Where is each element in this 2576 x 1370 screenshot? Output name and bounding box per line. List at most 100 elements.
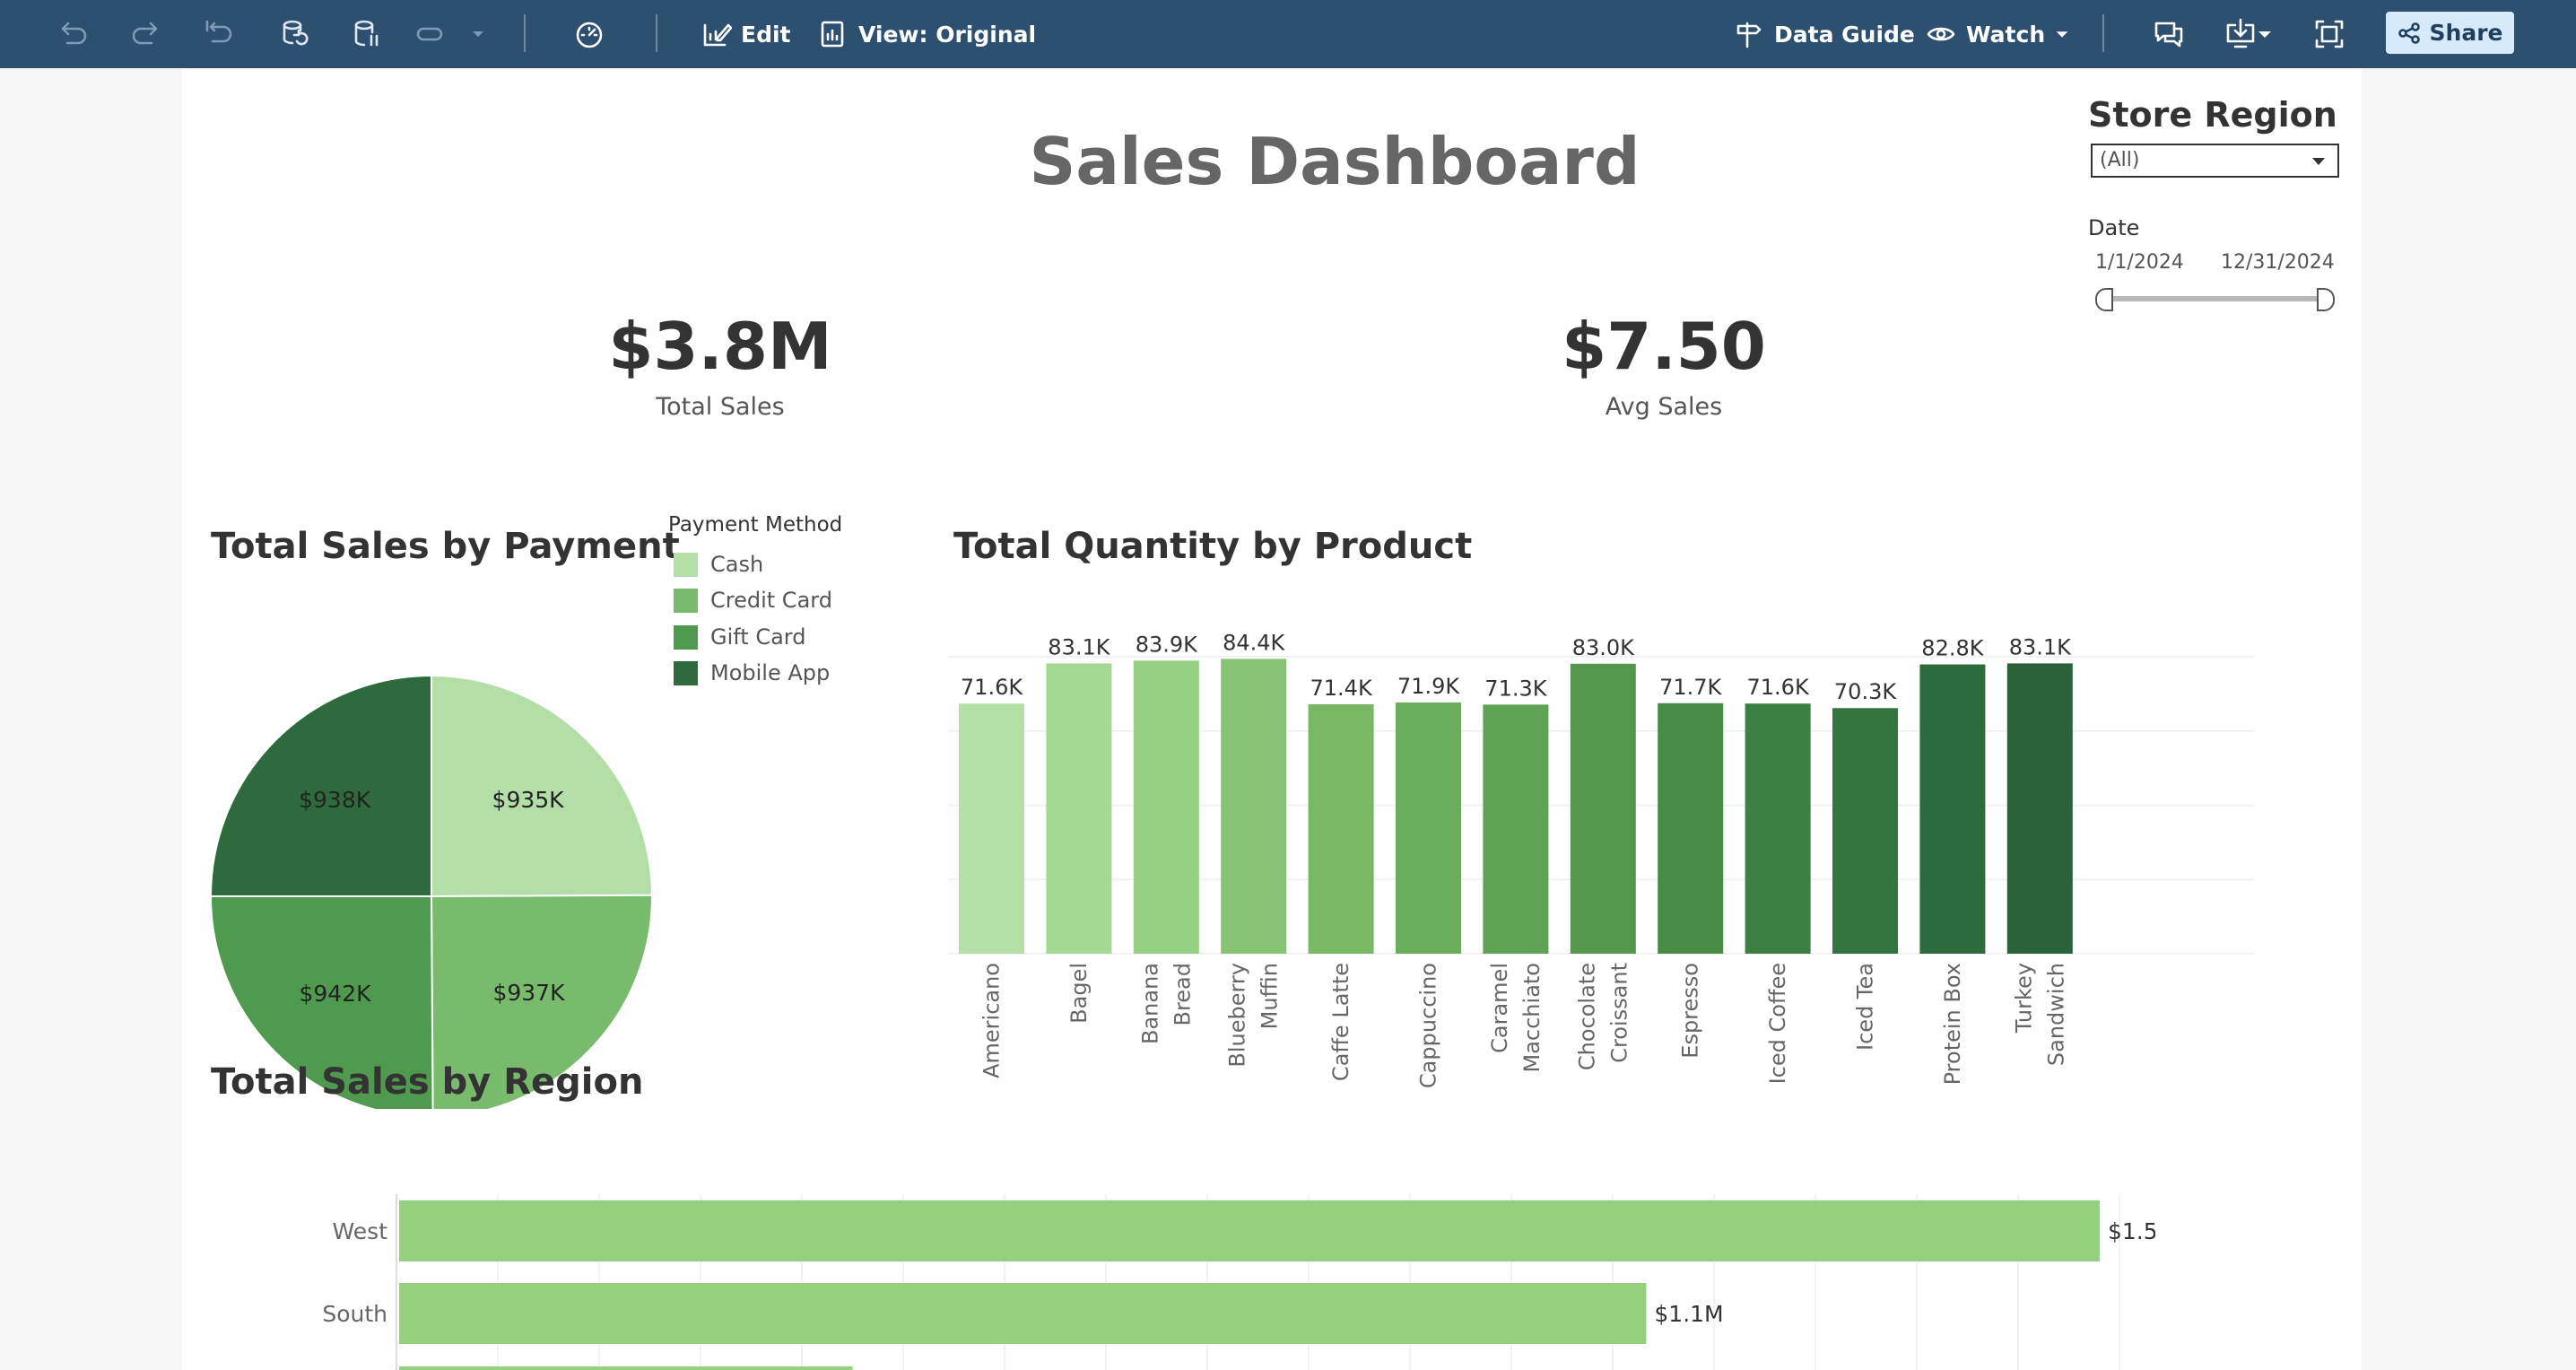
revert-icon[interactable] xyxy=(196,13,239,56)
share-button[interactable]: Share xyxy=(2386,12,2514,54)
legend-label: Mobile App xyxy=(710,660,831,685)
product-bar-value-label: 83.0K xyxy=(1572,635,1635,660)
date-end-value: 12/31/2024 xyxy=(2221,251,2335,274)
pie-slice-label: $935K xyxy=(492,787,565,813)
download-icon[interactable] xyxy=(2219,13,2262,56)
kpi-total-sales-value: $3.8M xyxy=(608,309,832,384)
product-bar-value-label: 71.3K xyxy=(1484,676,1547,701)
store-region-dropdown[interactable]: (All) xyxy=(2091,144,2339,178)
product-axis-label: Bread xyxy=(1170,963,1195,1026)
product-axis-label: Turkey xyxy=(2011,963,2036,1034)
product-bar[interactable] xyxy=(1046,663,1112,954)
product-axis-label: Iced Coffee xyxy=(1765,963,1790,1084)
undo-icon[interactable] xyxy=(51,13,94,56)
fullscreen-icon[interactable] xyxy=(2308,13,2351,56)
pie-slice-label: $942K xyxy=(299,981,371,1007)
product-bar[interactable] xyxy=(959,703,1024,954)
product-bar-value-label: 82.8K xyxy=(1921,636,1984,661)
data-guide-button[interactable]: Data Guide xyxy=(1733,13,1915,56)
store-region-selected-value: (All) xyxy=(2100,149,2140,171)
product-bar[interactable] xyxy=(1919,664,1986,954)
edit-button[interactable]: Edit xyxy=(700,13,791,56)
date-slider-start-handle[interactable] xyxy=(2095,288,2113,311)
region-bar[interactable] xyxy=(399,1283,1647,1344)
product-bar-value-label: 83.1K xyxy=(1048,634,1110,659)
performance-icon[interactable] xyxy=(568,13,611,56)
product-axis-label: Caffe Latte xyxy=(1328,963,1353,1081)
region-bar[interactable] xyxy=(399,1366,853,1370)
product-bar-value-label: 71.9K xyxy=(1397,674,1460,699)
date-filter-label: Date xyxy=(2088,215,2140,240)
redo-icon[interactable] xyxy=(125,13,168,56)
watch-button[interactable]: Watch xyxy=(1925,13,2070,56)
product-bar[interactable] xyxy=(1745,703,1811,954)
watch-label: Watch xyxy=(1966,21,2046,48)
product-bar[interactable] xyxy=(1221,659,1287,954)
share-icon xyxy=(2398,22,2420,44)
product-bar[interactable] xyxy=(1832,708,1898,954)
product-bar[interactable] xyxy=(1483,704,1549,954)
pie-slice-mobile-app[interactable] xyxy=(209,674,432,897)
product-bar[interactable] xyxy=(1308,703,1374,954)
chevron-down-icon[interactable] xyxy=(465,13,492,56)
region-bar-value-label: $1.1M xyxy=(1654,1301,1723,1327)
date-slider-end-handle[interactable] xyxy=(2317,288,2335,311)
kpi-total-sales-label: Total Sales xyxy=(656,393,785,421)
date-range-slider-track[interactable] xyxy=(2097,296,2330,301)
view-button-label: View: Original xyxy=(858,21,1037,48)
region-bar[interactable] xyxy=(399,1200,2100,1261)
legend-item-cash[interactable]: Cash xyxy=(674,552,763,577)
product-bar-value-label: 84.4K xyxy=(1223,630,1285,655)
present-mode-icon[interactable] xyxy=(409,13,452,56)
comments-icon[interactable] xyxy=(2147,13,2190,56)
region-axis-label: West xyxy=(333,1218,388,1244)
product-axis-label: Cappuccino xyxy=(1416,963,1441,1088)
store-region-filter-title: Store Region xyxy=(2088,95,2337,135)
product-bar[interactable] xyxy=(1133,660,1199,954)
pie-slice-cash[interactable] xyxy=(431,674,654,898)
legend-label: Gift Card xyxy=(710,624,806,650)
chevron-down-icon[interactable] xyxy=(2251,13,2278,56)
legend-item-gift-card[interactable]: Gift Card xyxy=(674,624,805,650)
date-start-value: 1/1/2024 xyxy=(2095,251,2184,274)
data-guide-label: Data Guide xyxy=(1774,21,1915,48)
payment-pie-chart: $935K $937K $942K $938K xyxy=(209,674,654,1109)
view-icon xyxy=(821,21,844,48)
product-bar-value-label: 71.6K xyxy=(961,675,1023,700)
legend-item-credit-card[interactable]: Credit Card xyxy=(674,588,832,613)
product-bar[interactable] xyxy=(2006,663,2073,954)
product-axis-label: Chocolate xyxy=(1574,963,1599,1070)
pie-slice-gift-card[interactable] xyxy=(209,895,434,1109)
pie-slice-credit-card[interactable] xyxy=(430,894,653,1109)
product-axis-label: Americano xyxy=(979,963,1005,1078)
product-bar[interactable] xyxy=(1570,663,1636,954)
product-axis-label: Sandwich xyxy=(2043,963,2068,1066)
pause-updates-icon[interactable] xyxy=(345,13,388,56)
legend-swatch xyxy=(674,660,698,685)
view-original-button[interactable]: View: Original xyxy=(817,13,1036,56)
pie-slice-label: $938K xyxy=(299,787,371,813)
product-bar-value-label: 83.1K xyxy=(2009,634,2072,659)
product-axis-label: Caramel xyxy=(1487,963,1512,1053)
product-chart-title: Total Quantity by Product xyxy=(953,526,1473,567)
product-bar-value-label: 70.3K xyxy=(1834,679,1897,704)
product-bar-value-label: 71.7K xyxy=(1659,675,1722,700)
product-axis-label: Espresso xyxy=(1678,963,1703,1059)
region-chart-title: Total Sales by Region xyxy=(211,1061,644,1103)
legend-label: Cash xyxy=(710,552,764,577)
pie-slice-label: $937K xyxy=(492,980,565,1006)
product-axis-label: Blueberry xyxy=(1225,963,1250,1068)
refresh-data-icon[interactable] xyxy=(274,13,317,56)
product-axis-label: Iced Tea xyxy=(1853,963,1878,1051)
payment-legend-title: Payment Method xyxy=(668,513,843,537)
signpost-icon xyxy=(1736,22,1762,48)
legend-item-mobile-app[interactable]: Mobile App xyxy=(674,660,830,685)
product-bar[interactable] xyxy=(1658,702,1724,954)
product-bar[interactable] xyxy=(1396,702,1461,954)
caret-down-icon xyxy=(2312,158,2325,165)
product-bar-value-label: 83.9K xyxy=(1136,632,1198,657)
product-axis-label: Protein Box xyxy=(1940,963,1965,1085)
kpi-avg-sales-label: Avg Sales xyxy=(1605,393,1723,421)
toolbar-divider xyxy=(2102,14,2104,52)
product-bar-chart: 71.6K Americano 83.1K Bagel 83.9K Banana Bread… xyxy=(948,630,2254,1088)
